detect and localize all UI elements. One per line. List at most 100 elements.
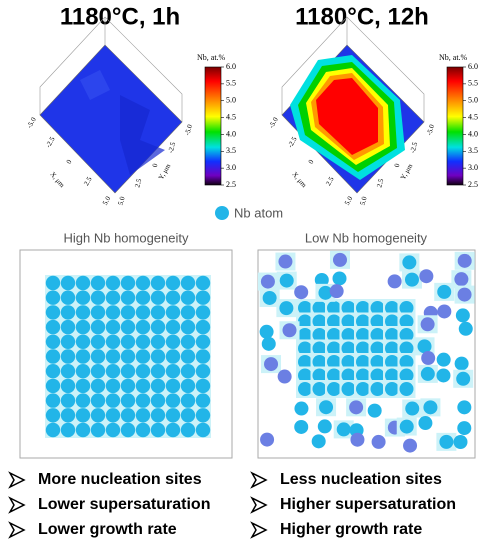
atom [135,393,151,408]
atom [457,400,472,415]
atom [45,319,61,335]
atom [298,355,312,369]
bullet-arrow [8,471,26,489]
atom [370,382,385,396]
atom [349,400,364,415]
panel-title: 1180°C, 12h [295,3,429,30]
atom [195,393,211,408]
atom [458,321,473,336]
atom [90,334,106,349]
atom [385,382,399,396]
atom [90,290,106,305]
atom [150,305,166,320]
atom [180,364,196,379]
atom [385,368,399,383]
atom [356,355,370,369]
colorbar-tick-label: 5.0 [468,96,478,105]
atom [385,314,399,329]
atom [135,378,151,394]
colorbar-tick-label: 4.5 [226,112,236,121]
atom [75,319,91,335]
atom [356,368,370,383]
atom [135,422,151,438]
atom [399,355,414,369]
surface-contour [316,78,378,155]
atom [120,275,136,291]
atom [418,416,433,431]
atom [370,341,385,356]
atom [195,378,211,394]
atom [150,422,166,438]
atom [421,351,436,366]
atom [454,272,469,287]
atom [370,301,385,315]
panel-title: 1180°C, 1h [60,3,180,30]
atom [279,301,294,316]
atom [399,341,414,356]
surface-patch [120,95,165,175]
atom [454,356,469,371]
atom [75,290,91,305]
bullet-arrow [250,471,268,489]
atom [260,274,275,289]
atom [312,301,327,315]
colorbar-tick-label: 5.5 [226,79,236,88]
bullet-arrow [250,496,268,514]
x-tick-label: 2.5 [324,175,336,187]
colorbar-tick-label: 3.5 [226,146,236,155]
atom [45,349,61,364]
y-tick-label: 2.5 [133,177,143,188]
atom [105,334,121,349]
atom [195,290,211,305]
caption: High Nb homogeneity [63,230,189,245]
colorbar-tick-label: 3.5 [468,146,478,155]
atom [385,355,399,369]
atom [298,328,312,342]
atom [90,349,106,364]
atom [329,284,344,299]
atom [90,364,106,379]
atom [317,419,332,434]
colorbar-tick-label: 2.5 [226,180,236,189]
colorbar-tick-label: 4.5 [468,112,478,121]
atom [180,422,196,438]
atom [120,334,136,349]
atom [120,422,136,438]
x-tick-label: 0 [65,158,74,165]
atom [327,314,341,329]
y-tick-label: 5.0 [117,195,127,206]
atom [387,274,402,289]
atom [385,301,399,315]
atom [180,275,196,291]
atom [312,341,327,356]
atom [105,408,121,423]
atom [341,341,356,356]
atom [165,319,181,335]
atom [90,422,106,438]
atom [327,355,341,369]
atom [45,290,61,305]
x-tick-label: -2.5 [44,135,57,149]
x-tick-label: 5.0 [101,195,113,207]
colorbar-tick-label: 3.0 [468,163,478,172]
surface-plot [39,16,183,194]
atom [336,422,351,437]
atom [180,305,196,320]
atom [150,364,166,379]
atom [90,408,106,423]
atom [195,305,211,320]
atom [60,393,76,408]
bullet-text: More nucleation sites [38,471,202,488]
atom [404,272,419,287]
atom [60,364,76,379]
atom [436,352,451,367]
atom [75,378,91,394]
atom [356,301,370,315]
atom [385,328,399,342]
atom [294,419,309,434]
atom [45,305,61,320]
atom [457,287,472,302]
atom [399,368,414,383]
atom [135,408,151,423]
atom [165,408,181,423]
